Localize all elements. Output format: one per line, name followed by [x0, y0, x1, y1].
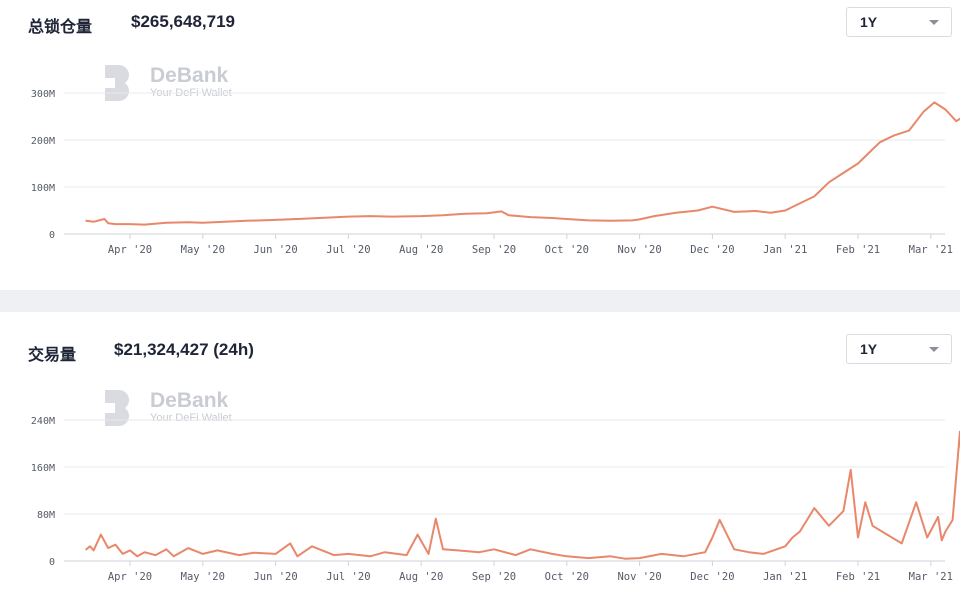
y-tick-label: 300M [31, 89, 55, 100]
x-tick-label: Oct '20 [545, 244, 589, 256]
tvl-panel: 总锁仓量 $265,648,719 1Y DeBank Your DeFi Wal… [0, 0, 960, 290]
volume-panel: 交易量 $21,324,427 (24h) 1Y DeBank Your DeFi… [0, 312, 960, 591]
debank-logo-icon [105, 65, 130, 101]
x-tick-label: Mar '21 [909, 571, 953, 583]
y-tick-label: 0 [49, 230, 55, 241]
watermark-tagline: Your DeFi Wallet [150, 412, 232, 424]
x-tick-label: Sep '20 [472, 571, 516, 583]
debank-logo-icon [105, 390, 130, 426]
x-tick-label: Jun '20 [253, 244, 297, 256]
x-tick-label: Oct '20 [545, 571, 589, 583]
x-tick-label: Nov '20 [617, 244, 661, 256]
tvl-value: $265,648,719 [131, 12, 235, 31]
x-tick-label: Feb '21 [836, 244, 880, 256]
tvl-series-line [85, 101, 960, 226]
x-tick-label: Dec '20 [690, 244, 734, 256]
volume-title: 交易量 [28, 347, 77, 364]
watermark-brand: DeBank [150, 389, 229, 412]
tvl-range-value: 1Y [860, 14, 878, 30]
volume-series-line [85, 430, 960, 560]
chevron-down-icon [929, 347, 939, 352]
x-tick-label: Sep '20 [472, 244, 516, 256]
tvl-range-select[interactable]: 1Y [846, 7, 952, 37]
volume-range-select[interactable]: 1Y [846, 334, 952, 364]
x-tick-label: Nov '20 [617, 571, 661, 583]
x-tick-label: Mar '21 [909, 244, 953, 256]
y-tick-label: 160M [31, 463, 55, 474]
x-tick-label: Jan '21 [763, 571, 807, 583]
x-tick-label: Jul '20 [326, 244, 370, 256]
x-tick-label: Feb '21 [836, 571, 880, 583]
y-tick-label: 240M [31, 416, 55, 427]
x-tick-label: Aug '20 [399, 244, 443, 256]
y-tick-label: 200M [31, 136, 55, 147]
tvl-title: 总锁仓量 [28, 19, 93, 36]
x-tick-label: Aug '20 [399, 571, 443, 583]
x-tick-label: May '20 [181, 571, 225, 583]
x-tick-label: Dec '20 [690, 571, 734, 583]
x-tick-label: Apr '20 [108, 571, 152, 583]
y-tick-label: 0 [49, 557, 55, 568]
volume-value: $21,324,427 (24h) [114, 340, 254, 359]
y-tick-label: 100M [31, 183, 55, 194]
chevron-down-icon [929, 20, 939, 25]
x-tick-label: Jul '20 [326, 571, 370, 583]
x-tick-label: Jan '21 [763, 244, 807, 256]
y-tick-label: 80M [37, 510, 55, 521]
x-tick-label: Apr '20 [108, 244, 152, 256]
x-tick-label: Jun '20 [253, 571, 297, 583]
watermark-brand: DeBank [150, 64, 229, 87]
x-tick-label: May '20 [181, 244, 225, 256]
volume-range-value: 1Y [860, 341, 878, 357]
section-divider [0, 290, 960, 312]
